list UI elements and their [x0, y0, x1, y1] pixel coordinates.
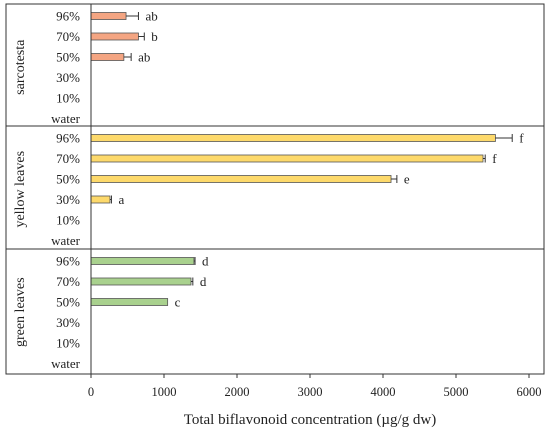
axes: sarcotesta 96% 70% 50% 30% 10% water yellow lea… — [5, 3, 545, 399]
significance-label: b — [151, 29, 158, 44]
significance-label: a — [118, 192, 124, 207]
category-label: water — [51, 111, 81, 126]
category-label: 96% — [56, 254, 80, 269]
bar — [90, 175, 392, 183]
category-label: water — [51, 356, 81, 371]
plot-frame — [5, 3, 545, 375]
significance-label: d — [202, 254, 209, 269]
significance-label: ab — [138, 50, 150, 65]
category-label: 30% — [56, 315, 80, 330]
x-tick-label: 0 — [88, 385, 94, 399]
category-label: 96% — [56, 131, 80, 146]
x-tick-label: 4000 — [371, 385, 396, 399]
category-label: 30% — [56, 192, 80, 207]
category-label: 10% — [56, 213, 80, 228]
x-tick-label: 5000 — [444, 385, 469, 399]
bar — [90, 195, 111, 204]
category-label: 50% — [56, 295, 80, 310]
bar — [90, 298, 169, 306]
bar — [90, 277, 192, 286]
x-tick-label: 2000 — [225, 385, 250, 399]
significance-label: e — [404, 172, 410, 187]
significance-label: ab — [145, 9, 157, 24]
bar — [90, 134, 496, 142]
category-label: 10% — [56, 91, 80, 106]
category-label: 70% — [56, 29, 80, 44]
category-label: 10% — [56, 336, 80, 351]
category-label: 70% — [56, 274, 80, 289]
significance-label: f — [492, 151, 497, 166]
x-axis-title: Total biflavonoid concentration (µg/g dw… — [184, 412, 437, 428]
category-label: water — [51, 233, 81, 248]
category-label: 96% — [56, 9, 80, 24]
x-tick-label: 3000 — [298, 385, 323, 399]
x-tick-label: 6000 — [517, 385, 542, 399]
group-label: sarcotesta — [13, 39, 28, 95]
category-label: 50% — [56, 50, 80, 65]
bar — [90, 32, 139, 41]
group-label: green leaves — [13, 277, 28, 347]
category-label: 30% — [56, 70, 80, 85]
bar — [90, 12, 127, 20]
significance-label: c — [175, 295, 181, 310]
group-label: yellow leaves — [13, 151, 28, 228]
bar — [90, 257, 195, 265]
bar — [90, 53, 125, 61]
x-tick-label: 1000 — [152, 385, 177, 399]
category-label: 70% — [56, 151, 80, 166]
category-label: 50% — [56, 172, 80, 187]
bar — [90, 154, 484, 163]
significance-label: f — [519, 131, 524, 146]
significance-label: d — [200, 274, 207, 289]
